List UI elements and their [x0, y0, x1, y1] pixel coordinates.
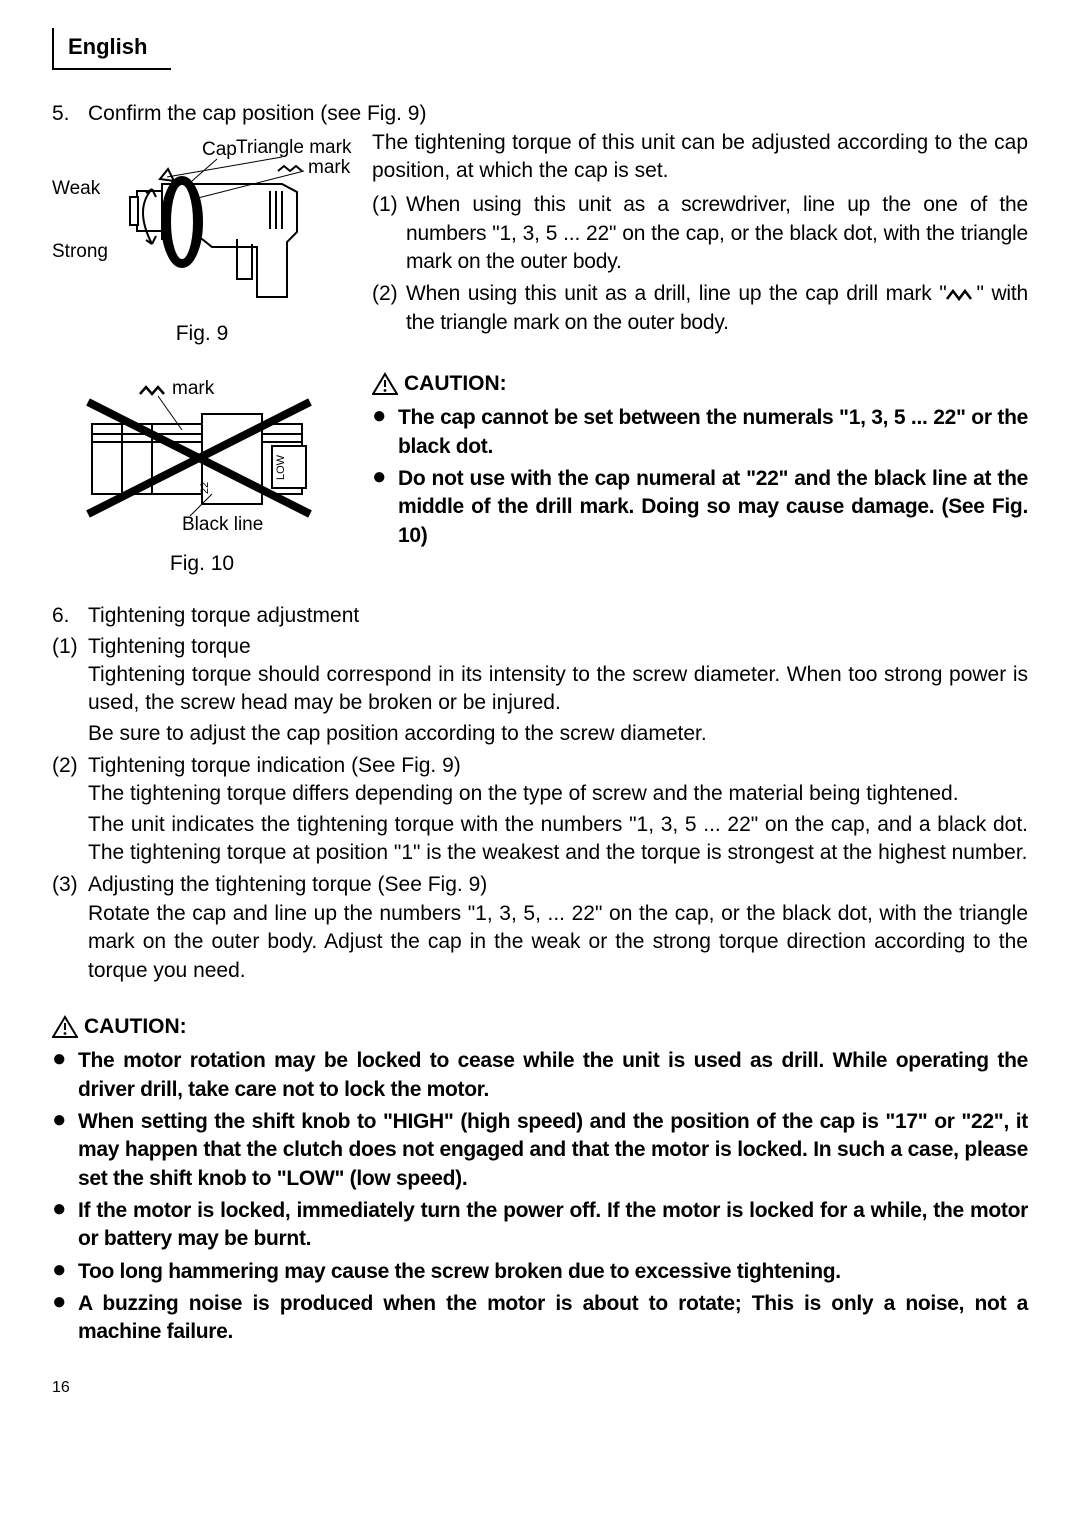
bullet-dot: ●	[372, 404, 398, 461]
sec5-item-1-text: When using this unit as a screwdriver, l…	[406, 191, 1028, 276]
caution-2-label: CAUTION:	[84, 1013, 187, 1041]
section-5-row-2: mark LOW 22 Black line Fig. 10 CAUTION: …	[52, 354, 1028, 578]
section-6-heading: 6. Tightening torque adjustment	[52, 602, 1028, 630]
fig9-label-mark: mark	[308, 157, 351, 178]
caution-2-block: CAUTION: ●The motor rotation may be lock…	[52, 1013, 1028, 1347]
fig10-column: mark LOW 22 Black line Fig. 10	[52, 354, 352, 578]
caution-2-text-1: When setting the shift knob to "HIGH" (h…	[78, 1108, 1028, 1193]
sec6-sub-1-p1: Be sure to adjust the cap position accor…	[88, 720, 1028, 748]
sec6-sub-3-p0: Rotate the cap and line up the numbers "…	[88, 900, 1028, 985]
bullet-dot: ●	[52, 1290, 78, 1347]
fig9-svg: Cap Triangle mark mark Weak Strong	[52, 129, 352, 314]
sec6-sub-3-title: Adjusting the tightening torque (See Fig…	[88, 871, 1028, 899]
fig9-label-triangle: Triangle mark	[236, 137, 352, 158]
warning-icon	[372, 372, 398, 396]
caution-1-list: ●The cap cannot be set between the numer…	[372, 404, 1028, 550]
sec6-sub-2-num: (2)	[52, 752, 88, 869]
sec6-sub-2-p0: The tightening torque differs depending …	[88, 780, 1028, 808]
sec6-sub-1-body: Tightening torque Tightening torque shou…	[88, 633, 1028, 750]
fig9-label-strong: Strong	[52, 241, 108, 262]
warning-icon	[52, 1015, 78, 1039]
sec5-item-2-text: When using this unit as a drill, line up…	[406, 280, 1028, 337]
caution-2-item-2: ●If the motor is locked, immediately tur…	[52, 1197, 1028, 1254]
header-language: English	[68, 34, 147, 59]
sec6-sub-1-title: Tightening torque	[88, 633, 1028, 661]
sec5-item-1: (1) When using this unit as a screwdrive…	[372, 191, 1028, 276]
section-5-title: Confirm the cap position (see Fig. 9)	[88, 100, 426, 128]
fig9-wrap: Cap Triangle mark mark Weak Strong Fig. …	[52, 129, 352, 348]
section-5-heading: 5. Confirm the cap position (see Fig. 9)	[52, 100, 1028, 128]
sec6-sub-1-p0: Tightening torque should correspond in i…	[88, 661, 1028, 718]
fig10-label-low: LOW	[275, 454, 287, 480]
sec6-sub-3-num: (3)	[52, 871, 88, 986]
sec5-item-1-num: (1)	[372, 191, 406, 276]
fig10-svg: mark LOW 22 Black line	[62, 354, 342, 544]
bullet-dot: ●	[52, 1108, 78, 1193]
caution-2-text-4: A buzzing noise is produced when the mot…	[78, 1290, 1028, 1347]
fig9-label-weak: Weak	[52, 178, 101, 199]
sec6-sub-3-body: Adjusting the tightening torque (See Fig…	[88, 871, 1028, 986]
fig10-label-mark: mark	[172, 378, 215, 399]
fig10-label-22: 22	[199, 482, 211, 494]
page-number: 16	[52, 1377, 1028, 1399]
section-5-row-1: Cap Triangle mark mark Weak Strong Fig. …	[52, 129, 1028, 348]
drill-mark-icon	[946, 288, 976, 302]
section-6-number: 6.	[52, 602, 88, 630]
sec5-item-2-pre: When using this unit as a drill, line up…	[406, 282, 946, 305]
sec6-sub-1-num: (1)	[52, 633, 88, 750]
sec5-intro: The tightening torque of this unit can b…	[372, 129, 1028, 186]
sec6-sub-1: (1) Tightening torque Tightening torque …	[52, 633, 1028, 750]
fig10-caption: Fig. 10	[52, 550, 352, 578]
caution-1-text-1: Do not use with the cap numeral at "22" …	[398, 465, 1028, 550]
sec6-sub-2-title: Tightening torque indication (See Fig. 9…	[88, 752, 1028, 780]
sec6-sub-2-body: Tightening torque indication (See Fig. 9…	[88, 752, 1028, 869]
bullet-dot: ●	[372, 465, 398, 550]
bullet-dot: ●	[52, 1197, 78, 1254]
caution-1-text-0: The cap cannot be set between the numera…	[398, 404, 1028, 461]
fig9-column: Cap Triangle mark mark Weak Strong Fig. …	[52, 129, 352, 348]
section-5-number: 5.	[52, 100, 88, 128]
caution-2-list: ●The motor rotation may be locked to cea…	[52, 1047, 1028, 1346]
caution-1-item-0: ●The cap cannot be set between the numer…	[372, 404, 1028, 461]
section-5-right-col: The tightening torque of this unit can b…	[372, 129, 1028, 348]
caution-1-label: CAUTION:	[404, 370, 507, 398]
caution-2-heading: CAUTION:	[52, 1013, 1028, 1041]
sec5-caution-col: CAUTION: ●The cap cannot be set between …	[372, 354, 1028, 578]
sec6-sub-2-p1: The unit indicates the tightening torque…	[88, 811, 1028, 868]
caution-2-text-0: The motor rotation may be locked to ceas…	[78, 1047, 1028, 1104]
caution-2-item-1: ●When setting the shift knob to "HIGH" (…	[52, 1108, 1028, 1193]
caution-2-text-3: Too long hammering may cause the screw b…	[78, 1258, 1028, 1286]
fig9-label-cap: Cap	[202, 139, 237, 160]
bullet-dot: ●	[52, 1258, 78, 1286]
caution-1-heading: CAUTION:	[372, 370, 1028, 398]
header-box: English	[52, 28, 171, 70]
caution-2-item-3: ●Too long hammering may cause the screw …	[52, 1258, 1028, 1286]
bullet-dot: ●	[52, 1047, 78, 1104]
caution-2-item-4: ●A buzzing noise is produced when the mo…	[52, 1290, 1028, 1347]
section-6-title: Tightening torque adjustment	[88, 602, 359, 630]
caution-1-item-1: ●Do not use with the cap numeral at "22"…	[372, 465, 1028, 550]
fig10-label-blackline: Black line	[182, 514, 263, 535]
sec6-sub-3: (3) Adjusting the tightening torque (See…	[52, 871, 1028, 986]
caution-2-item-0: ●The motor rotation may be locked to cea…	[52, 1047, 1028, 1104]
fig10-wrap: mark LOW 22 Black line Fig. 10	[52, 354, 352, 578]
sec6-sub-2: (2) Tightening torque indication (See Fi…	[52, 752, 1028, 869]
caution-2-text-2: If the motor is locked, immediately turn…	[78, 1197, 1028, 1254]
fig9-caption: Fig. 9	[52, 320, 352, 348]
sec5-item-2-num: (2)	[372, 280, 406, 337]
sec5-item-2: (2) When using this unit as a drill, lin…	[372, 280, 1028, 337]
